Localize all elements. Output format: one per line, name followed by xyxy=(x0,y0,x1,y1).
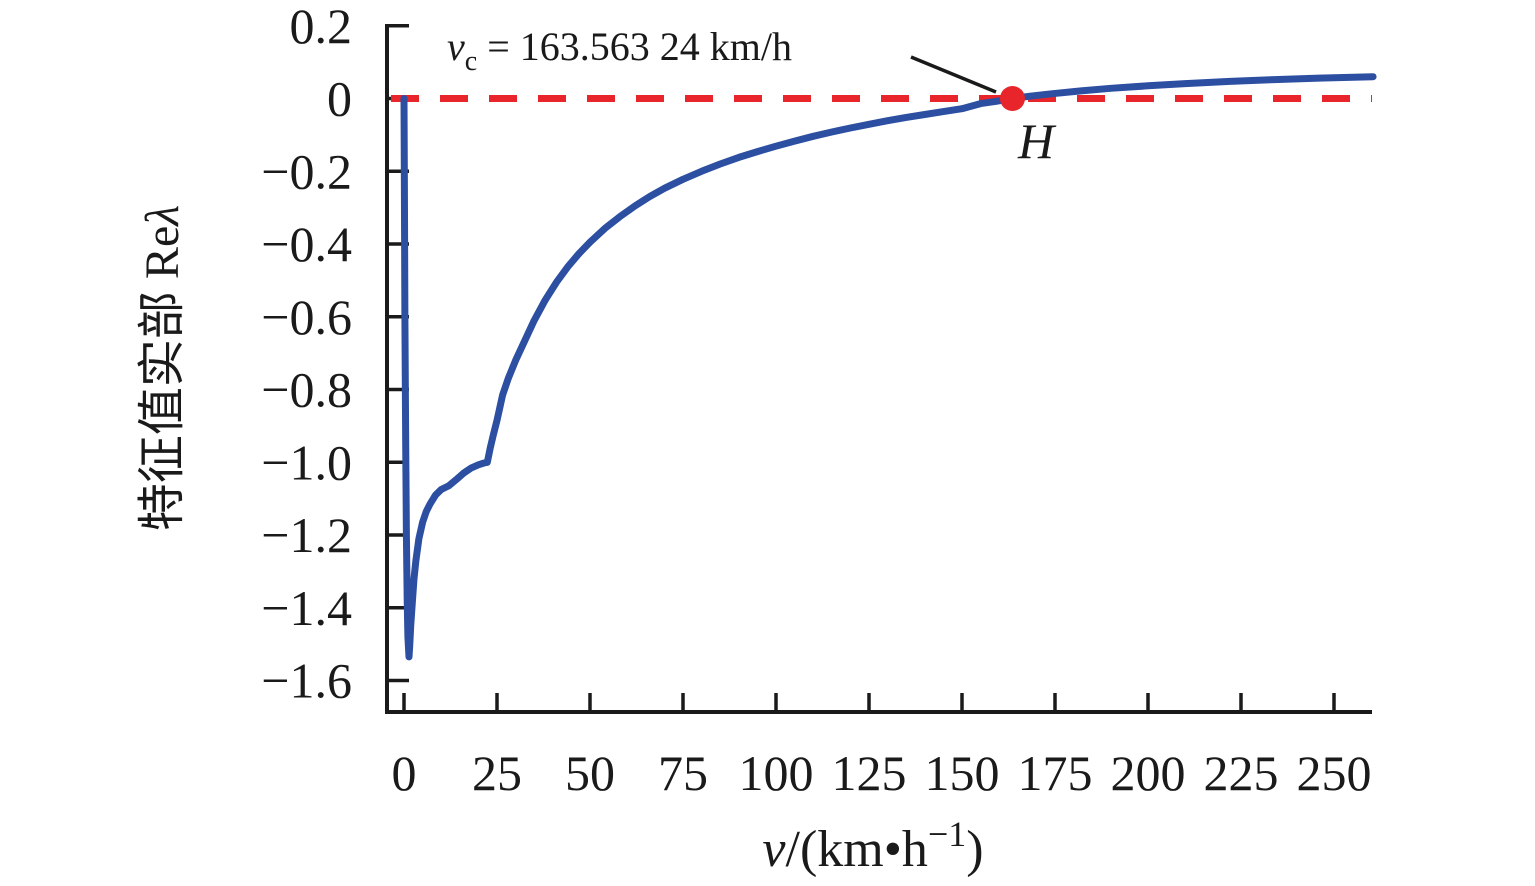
x-tick-label: 50 xyxy=(565,745,615,801)
y-axis-title: 特征值实部 Reλ xyxy=(136,205,189,531)
x-axis-ticks xyxy=(402,693,1336,711)
x-tick-label: 75 xyxy=(658,745,708,801)
y-tick-label: 0.2 xyxy=(290,0,353,54)
x-tick-label: 200 xyxy=(1111,745,1186,801)
x-axis-tick-labels: 0 25 50 75 100 125 150 175 200 225 250 xyxy=(392,745,1372,801)
y-tick-label: −1.2 xyxy=(261,507,352,563)
x-tick-label: 25 xyxy=(472,745,522,801)
x-tick-label: 150 xyxy=(925,745,1000,801)
critical-point-dot xyxy=(999,86,1025,111)
y-tick-label: 0 xyxy=(327,71,352,127)
y-tick-label: −0.4 xyxy=(261,216,352,272)
y-tick-label: −1.4 xyxy=(261,580,352,636)
y-tick-label: −1.0 xyxy=(261,434,352,490)
x-tick-label: 0 xyxy=(392,745,417,801)
x-axis-title: v/(km•h−1) xyxy=(762,814,983,878)
critical-point-marker xyxy=(999,86,1025,111)
x-tick-label: 250 xyxy=(1297,745,1372,801)
annotation-leader-line xyxy=(910,55,997,94)
eigenvalue-curve xyxy=(400,73,1377,661)
y-tick-label: −0.6 xyxy=(261,289,352,345)
x-tick-label: 175 xyxy=(1018,745,1093,801)
curve-path xyxy=(400,73,1377,661)
y-tick-label: −1.6 xyxy=(261,653,352,709)
y-tick-label: −0.8 xyxy=(261,362,352,418)
x-tick-label: 125 xyxy=(832,745,907,801)
critical-speed-annotation: vc = 163.563 24 km/h xyxy=(447,24,792,77)
x-tick-label: 225 xyxy=(1204,745,1279,801)
y-tick-label: −0.2 xyxy=(261,143,352,199)
point-h-label: H xyxy=(1017,113,1057,169)
x-tick-label: 100 xyxy=(739,745,814,801)
y-axis-tick-labels: 0.2 0 −0.2 −0.4 −0.6 −0.8 −1.0 −1.2 −1.4 −1.6 xyxy=(261,0,352,709)
